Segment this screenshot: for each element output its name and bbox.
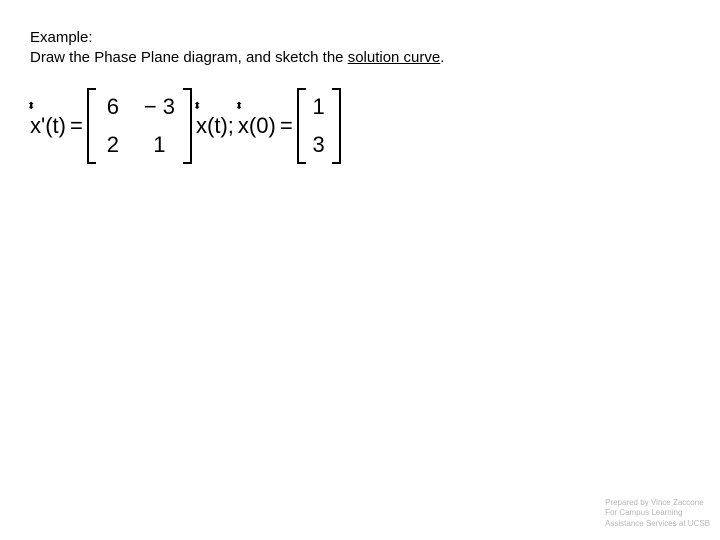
equation: ⬍ x'(t) = 6 − 3 2 1 ⬍ x(t); ⬍ x( [28, 88, 343, 164]
vector-x-prime: ⬍ x'(t) [28, 113, 68, 139]
example-header: Example: Draw the Phase Plane diagram, a… [30, 28, 444, 69]
eq-equals-1: = [68, 113, 85, 139]
coefficient-matrix: 6 − 3 2 1 [87, 88, 192, 164]
eq-equals-2: = [278, 113, 295, 139]
matrix-body: 6 − 3 2 1 [96, 88, 183, 164]
header-line-1: Example: [30, 28, 444, 48]
vector-arrow-icon: ⬍ [193, 102, 201, 112]
header-line-2: Draw the Phase Plane diagram, and sketch… [30, 48, 444, 68]
eq-lhs-2-text: x(0) [236, 113, 278, 138]
initvec-2: 3 [312, 132, 326, 158]
initial-vector: 1 3 [297, 88, 341, 164]
bracket-right-icon [183, 88, 192, 164]
bracket-right-icon [332, 88, 341, 164]
header-line-2-underlined: solution curve [348, 49, 441, 66]
vector-x-0: ⬍ x(0) [236, 113, 278, 139]
footer-line-2: For Campus Learning [605, 508, 710, 519]
footer: Prepared by Vince Zaccone For Campus Lea… [605, 498, 710, 530]
vector-arrow-icon: ⬍ [235, 102, 243, 112]
bracket-left-icon [87, 88, 96, 164]
matrix-a22: 1 [144, 132, 175, 158]
header-line-2-prefix: Draw the Phase Plane diagram, and sketch… [30, 49, 348, 66]
eq-lhs-2: ⬍ x(0) [236, 113, 278, 139]
header-line-2-suffix: . [440, 49, 444, 66]
initial-vector-body: 1 3 [306, 88, 332, 164]
footer-line-3: Assistance Services at UCSB [605, 519, 710, 530]
matrix-a12: − 3 [144, 94, 175, 120]
eq-mid-text: x(t); [194, 113, 236, 138]
footer-line-1: Prepared by Vince Zaccone [605, 498, 710, 509]
vector-arrow-icon: ⬍ [27, 102, 35, 112]
matrix-a11: 6 [104, 94, 122, 120]
bracket-left-icon [297, 88, 306, 164]
initvec-1: 1 [312, 94, 326, 120]
eq-mid: ⬍ x(t); [194, 113, 236, 139]
matrix-a21: 2 [104, 132, 122, 158]
eq-lhs-1-text: x'(t) [28, 113, 68, 138]
eq-lhs-1: ⬍ x'(t) [28, 113, 68, 139]
vector-x-t: ⬍ x(t); [194, 113, 236, 139]
slide: Example: Draw the Phase Plane diagram, a… [0, 0, 720, 540]
